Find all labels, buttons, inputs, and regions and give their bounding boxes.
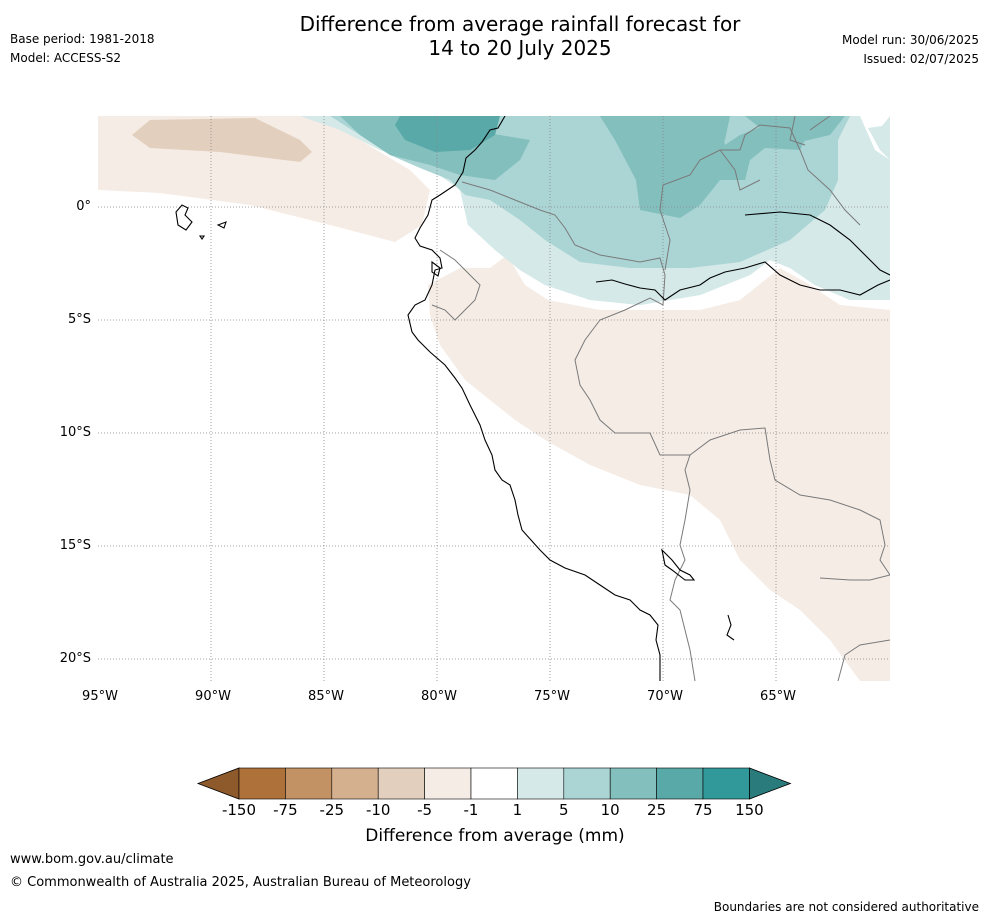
colorbar-tick-label: -1 [463,801,479,819]
colorbar-segment [331,767,379,800]
lon-label-90w: 90°W [195,689,231,704]
colorbar-tick-label: 150 [735,801,764,819]
rainfall-anomaly-fields [98,116,890,681]
lon-label-80w: 80°W [421,689,457,704]
colorbar-segment [517,767,565,800]
colorbar-tick-label: -25 [319,801,345,819]
copyright-text: © Commonwealth of Australia 2025, Austra… [10,875,471,890]
wet-area-very-heavy [395,116,500,152]
colorbar-segment [377,767,425,800]
colorbar [196,767,792,800]
colorbar-segment [702,767,750,800]
colorbar-tick-label: -10 [365,801,391,819]
dry-area-pacific-core [132,118,312,162]
title-line-1: Difference from average rainfall forecas… [299,12,741,36]
colorbar-tick-label: 75 [693,801,713,819]
colorbar-under-arrow [196,767,240,800]
disclaimer-text: Boundaries are not considered authoritat… [713,900,979,914]
colorbar-tick-label: 10 [600,801,620,819]
lat-label-10s: 10°S [59,425,91,440]
colorbar-tick-label: 1 [512,801,523,819]
title-line-2: 14 to 20 July 2025 [428,36,612,60]
page-title: Difference from average rainfall forecas… [0,12,988,60]
base-period-text: Base period: 1981-2018 [10,32,155,46]
colorbar-segment [656,767,704,800]
lat-label-20s: 20°S [59,651,91,666]
lon-label-70w: 70°W [647,689,683,704]
dry-area-peru-bolivia [428,255,890,681]
lat-label-0: 0° [76,199,91,214]
colorbar-over-arrow [749,767,792,800]
issued-text: Issued: 02/07/2025 [863,52,979,66]
colorbar-segment [609,767,657,800]
lon-label-85w: 85°W [308,689,344,704]
gridlines [98,116,890,681]
colorbar-tick-label: -150 [221,801,257,819]
lat-label-15s: 15°S [59,538,91,553]
colorbar-tick-label: -75 [273,801,298,819]
model-text: Model: ACCESS-S2 [10,51,122,65]
colorbar-tick-label: 5 [559,801,569,819]
colorbar-segment [238,767,286,800]
lon-label-95w: 95°W [82,689,118,704]
coastlines [175,116,890,681]
colorbar-segment [424,767,472,800]
country-borders [431,116,890,681]
colorbar-tick-label: 25 [647,801,667,819]
colorbar-title: Difference from average (mm) [365,826,625,846]
lon-label-75w: 75°W [534,689,570,704]
bom-url-link[interactable]: www.bom.gov.au/climate [10,852,174,867]
wet-area-heavy-east [600,116,730,215]
lon-label-65w: 65°W [760,689,796,704]
colorbar-segment [470,767,518,800]
colorbar-segment [563,767,611,800]
lat-label-5s: 5°S [67,312,91,327]
colorbar-tick-label: -5 [417,801,433,819]
colorbar-segment [285,767,333,800]
model-run-text: Model run: 30/06/2025 [841,33,979,47]
